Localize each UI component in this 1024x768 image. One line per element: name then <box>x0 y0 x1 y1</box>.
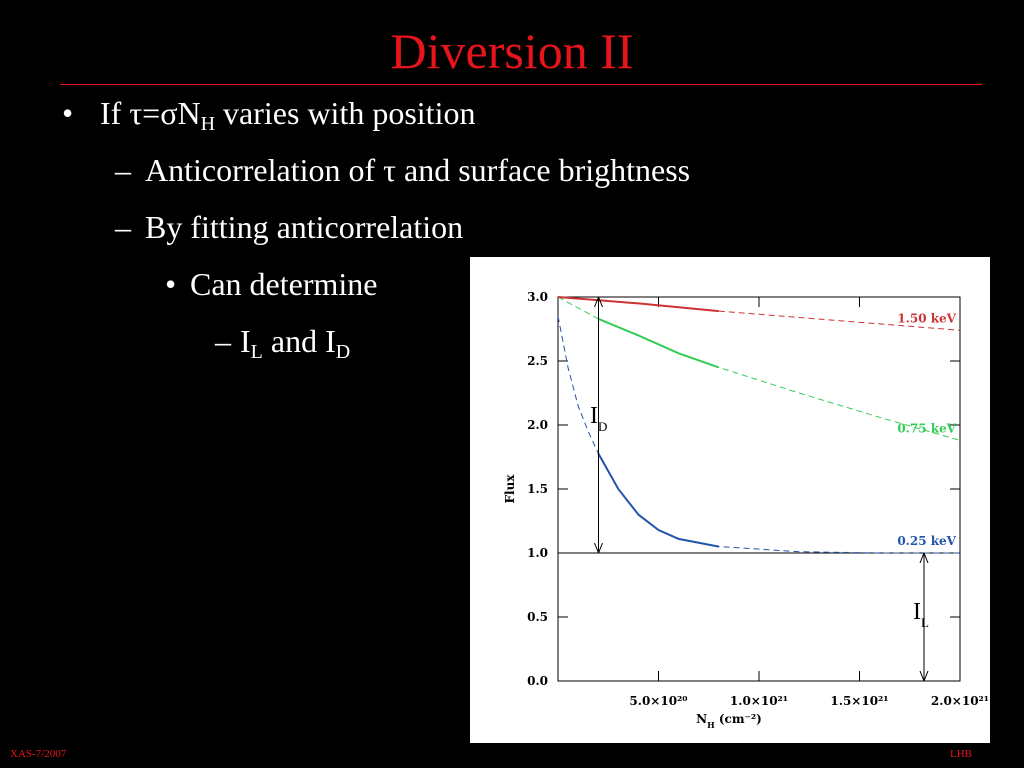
text-run: By fitting anticorrelation <box>145 209 464 245</box>
series-label: 1.50 keV <box>897 311 956 325</box>
y-tick-label: 3.0 <box>527 290 548 304</box>
series-label: 0.75 keV <box>897 421 956 435</box>
subscript: L <box>250 341 263 363</box>
annotation: ID <box>590 403 607 434</box>
subscript: H <box>200 113 216 135</box>
footer-right: LHB <box>950 748 972 760</box>
text-run: I <box>240 323 251 359</box>
series-line <box>557 296 719 313</box>
bullet-marker: – <box>115 152 131 188</box>
annotation: IL <box>913 599 929 630</box>
subscript: D <box>335 341 351 363</box>
bullet-marker: • <box>62 95 74 131</box>
text-run: I <box>590 403 598 429</box>
series-line <box>597 317 720 369</box>
y-tick-label: 2.5 <box>527 354 548 368</box>
bullet-item: – Anticorrelation of τ and surface bright… <box>115 152 691 189</box>
subscript: D <box>598 419 607 434</box>
text-run: If τ=σN <box>100 95 201 131</box>
bullet-marker: – <box>215 323 231 359</box>
x-tick-label: 1.0×10²¹ <box>730 694 788 708</box>
y-axis-label: Flux <box>503 474 517 504</box>
series-line <box>718 310 961 331</box>
y-tick-label: 0.5 <box>527 610 548 624</box>
text-run: Anticorrelation of τ and surface brightn… <box>145 152 691 188</box>
footer-left: XAS-7/2007 <box>10 748 67 760</box>
y-tick-label: 1.0 <box>527 546 548 560</box>
x-tick-label: 2.0×10²¹ <box>931 694 989 708</box>
subscript: H <box>707 720 715 730</box>
series-line <box>557 316 960 554</box>
bullet-item: • If τ=σNH varies with position <box>62 95 476 135</box>
bullet-item: – IL and ID <box>215 323 351 363</box>
y-tick-label: 2.0 <box>527 418 548 432</box>
x-tick-label: 5.0×10²⁰ <box>629 694 687 708</box>
text-run: varies with position <box>215 95 476 131</box>
text-run: I <box>913 599 921 625</box>
y-tick-label: 0.0 <box>527 674 548 688</box>
text-run: N <box>696 712 707 726</box>
text-run: and I <box>262 323 336 359</box>
subscript: L <box>921 615 929 630</box>
x-axis-label: NH (cm⁻²) <box>696 712 762 730</box>
series-line <box>597 452 719 548</box>
chart: 0.0 0.5 1.0 1.5 2.0 2.5 3.0 5.0×10²⁰ 1.0×10²¹ 1.5… <box>470 257 990 743</box>
series-label: 0.25 keV <box>897 534 956 548</box>
slide-title: Diversion II <box>390 23 634 79</box>
bullet-item: • Can determine <box>165 266 378 303</box>
text-run: Can determine <box>190 266 378 302</box>
x-tick-label: 1.5×10²¹ <box>830 694 888 708</box>
bullet-marker: • <box>165 266 177 302</box>
text-run: (cm⁻²) <box>715 712 762 726</box>
y-tick-label: 1.5 <box>527 482 548 496</box>
bullet-marker: – <box>115 209 131 245</box>
bullet-item: – By fitting anticorrelation <box>115 209 464 246</box>
title-rule <box>60 84 982 85</box>
